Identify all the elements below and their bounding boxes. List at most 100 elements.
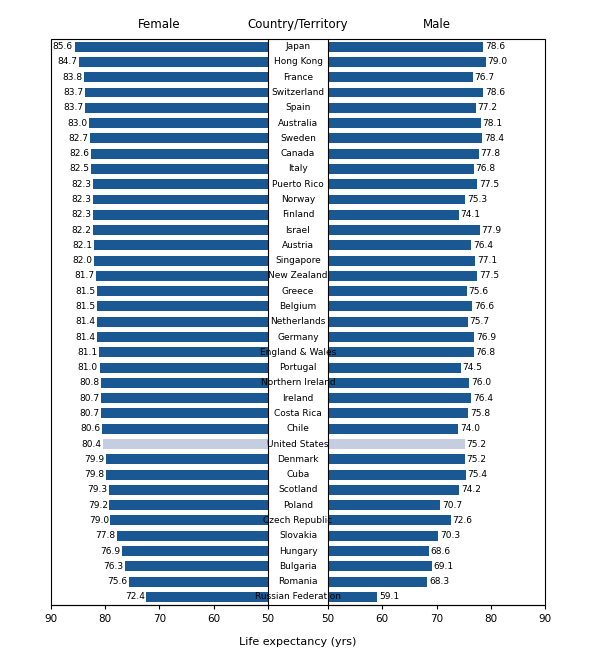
Text: Female: Female — [138, 18, 181, 31]
Bar — [101, 378, 268, 388]
Text: 80.4: 80.4 — [81, 439, 101, 448]
Bar — [328, 531, 438, 541]
Text: 82.3: 82.3 — [71, 195, 91, 204]
Text: 81.1: 81.1 — [77, 348, 97, 357]
Text: 82.3: 82.3 — [71, 179, 91, 188]
Bar — [328, 515, 451, 525]
Text: 79.8: 79.8 — [85, 470, 104, 479]
Bar — [328, 103, 476, 112]
Bar — [85, 88, 268, 97]
Text: 76.9: 76.9 — [476, 333, 496, 341]
Text: United States: United States — [267, 439, 329, 448]
Text: Northern Ireland: Northern Ireland — [260, 378, 336, 387]
Bar — [328, 286, 467, 296]
Text: France: France — [283, 73, 313, 82]
Bar — [328, 118, 480, 128]
Text: 80.8: 80.8 — [79, 378, 99, 387]
Bar — [328, 577, 427, 586]
Text: 85.6: 85.6 — [53, 42, 73, 51]
Bar — [89, 118, 268, 128]
Text: Norway: Norway — [281, 195, 315, 204]
Text: Finland: Finland — [282, 210, 314, 219]
Bar — [328, 562, 432, 571]
Text: 82.0: 82.0 — [73, 256, 92, 265]
Bar — [328, 317, 468, 327]
Text: Spain: Spain — [285, 103, 311, 112]
Text: 76.9: 76.9 — [100, 547, 120, 556]
Text: 80.7: 80.7 — [79, 394, 100, 402]
Text: Poland: Poland — [283, 500, 313, 510]
Text: Ireland: Ireland — [283, 394, 313, 402]
Bar — [94, 240, 268, 250]
Text: 79.0: 79.0 — [487, 57, 507, 66]
Text: 76.8: 76.8 — [475, 164, 495, 174]
Text: 78.1: 78.1 — [482, 118, 502, 127]
Bar — [328, 179, 477, 189]
Text: 74.2: 74.2 — [461, 486, 481, 495]
Bar — [74, 42, 268, 51]
Bar — [328, 485, 460, 495]
Bar — [97, 332, 268, 342]
Bar — [105, 454, 268, 464]
Text: 83.7: 83.7 — [63, 103, 83, 112]
Bar — [328, 439, 465, 449]
Bar — [328, 255, 475, 266]
Text: 78.6: 78.6 — [485, 42, 505, 51]
Text: 75.7: 75.7 — [469, 317, 489, 326]
Bar — [328, 88, 483, 97]
Bar — [103, 439, 268, 449]
Text: 76.3: 76.3 — [104, 562, 123, 571]
Bar — [328, 500, 440, 510]
Bar — [106, 469, 268, 480]
Text: Germany: Germany — [277, 333, 319, 341]
Bar — [125, 562, 268, 571]
Bar — [92, 210, 268, 220]
Bar — [91, 133, 268, 143]
Text: Russian Federation: Russian Federation — [255, 592, 341, 601]
Bar — [328, 302, 473, 311]
Bar — [96, 271, 268, 281]
Bar — [328, 57, 486, 67]
Text: 77.9: 77.9 — [481, 226, 501, 235]
Text: 76.4: 76.4 — [473, 394, 493, 402]
Text: Singapore: Singapore — [275, 256, 321, 265]
Text: 80.6: 80.6 — [80, 424, 100, 434]
Text: 81.5: 81.5 — [75, 302, 95, 311]
Text: 75.4: 75.4 — [468, 470, 488, 479]
Bar — [328, 210, 459, 220]
Text: 82.1: 82.1 — [72, 241, 92, 250]
Text: 76.7: 76.7 — [474, 73, 495, 82]
Text: 81.7: 81.7 — [74, 272, 94, 280]
Text: 72.4: 72.4 — [125, 592, 145, 601]
Bar — [85, 103, 268, 112]
Bar — [102, 424, 268, 434]
Text: 76.8: 76.8 — [475, 348, 495, 357]
Bar — [328, 332, 474, 342]
Text: 72.6: 72.6 — [452, 516, 473, 525]
Text: 81.4: 81.4 — [76, 333, 96, 341]
Text: Belgium: Belgium — [280, 302, 316, 311]
Text: Czech Republic: Czech Republic — [263, 516, 333, 525]
Text: Israel: Israel — [285, 226, 311, 235]
Bar — [92, 194, 268, 205]
Bar — [110, 515, 268, 525]
Text: 78.4: 78.4 — [484, 134, 504, 143]
Bar — [93, 225, 268, 235]
Text: 75.8: 75.8 — [470, 409, 490, 418]
Text: 68.6: 68.6 — [430, 547, 451, 556]
Bar — [328, 408, 468, 419]
Text: 82.7: 82.7 — [69, 134, 89, 143]
Bar — [97, 286, 268, 296]
Bar — [328, 393, 471, 403]
Text: Sweden: Sweden — [280, 134, 316, 143]
Text: 80.7: 80.7 — [79, 409, 100, 418]
Bar — [328, 240, 471, 250]
Text: 77.8: 77.8 — [480, 149, 501, 158]
Bar — [91, 164, 268, 174]
Text: Country/Territory: Country/Territory — [248, 18, 348, 31]
Bar — [101, 393, 268, 403]
Bar — [94, 255, 268, 266]
Text: 81.5: 81.5 — [75, 287, 95, 296]
Text: 79.3: 79.3 — [87, 486, 107, 495]
Text: Australia: Australia — [278, 118, 318, 127]
